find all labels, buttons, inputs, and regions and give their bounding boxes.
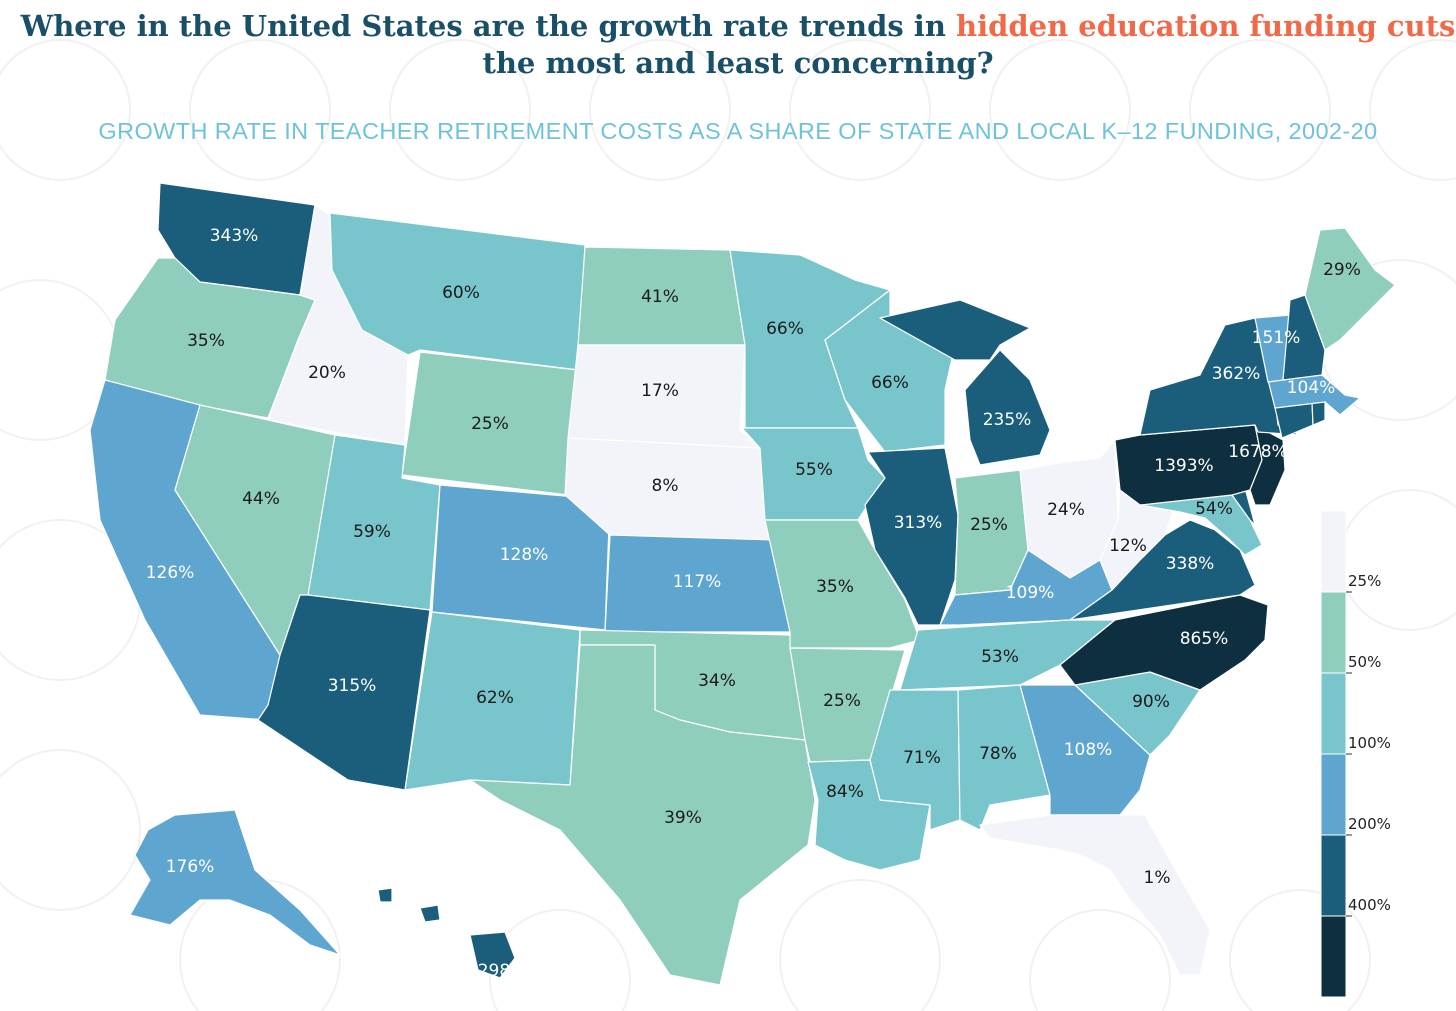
state-label-nj: 1678%: [1228, 442, 1287, 462]
state-label-mt: 60%: [442, 283, 480, 303]
state-label-al: 78%: [979, 744, 1017, 764]
state-label-wv: 12%: [1109, 536, 1147, 556]
state-ak[interactable]: [129, 809, 341, 956]
state-mi[interactable]: [879, 299, 1051, 466]
state-label-ga: 108%: [1064, 740, 1113, 760]
state-label-ut: 59%: [353, 522, 391, 542]
state-label-ak: 176%: [166, 857, 215, 877]
chart-title: Where in the United States are the growt…: [0, 8, 1456, 82]
state-sd[interactable]: [567, 344, 761, 449]
state-nj[interactable]: [1249, 424, 1286, 506]
state-label-co: 128%: [500, 545, 549, 565]
state-label-hi: 298%: [478, 961, 527, 981]
state-label-ms: 71%: [903, 748, 941, 768]
state-label-fl: 1%: [1144, 868, 1171, 888]
state-label-sc: 90%: [1132, 692, 1170, 712]
state-label-wy: 25%: [471, 414, 509, 434]
state-label-va: 338%: [1166, 554, 1215, 574]
state-label-wa: 343%: [210, 226, 259, 246]
state-label-ar: 25%: [823, 691, 861, 711]
state-label-ks: 117%: [673, 572, 722, 592]
state-label-or: 35%: [187, 331, 225, 351]
state-label-tn: 53%: [981, 647, 1019, 667]
state-label-nv: 44%: [242, 489, 280, 509]
title-text: Where in the United States are the growt…: [20, 9, 957, 43]
state-tx[interactable]: [469, 644, 816, 986]
state-ky[interactable]: [939, 549, 1113, 626]
state-label-ny: 362%: [1212, 364, 1261, 384]
state-label-md: 54%: [1195, 499, 1233, 519]
state-fl[interactable]: [979, 814, 1211, 976]
state-label-sd: 17%: [641, 381, 679, 401]
state-label-nd: 41%: [641, 287, 679, 307]
state-label-az: 315%: [328, 676, 377, 696]
chart-subtitle: GROWTH RATE IN TEACHER RETIREMENT COSTS …: [98, 118, 1378, 144]
state-label-oh: 24%: [1047, 500, 1085, 520]
state-label-mn: 66%: [766, 319, 804, 339]
state-label-nm: 62%: [476, 688, 514, 708]
state-ma[interactable]: [1267, 374, 1361, 416]
state-label-ne: 8%: [652, 476, 679, 496]
state-il[interactable]: [864, 447, 959, 626]
state-label-ky: 109%: [1006, 583, 1055, 603]
state-label-nc: 865%: [1180, 629, 1229, 649]
state-label-ia: 55%: [795, 460, 833, 480]
state-label-wi: 66%: [871, 373, 909, 393]
title-line2: the most and least concerning?: [482, 46, 994, 80]
state-me[interactable]: [1304, 227, 1396, 351]
title-highlight: hidden education funding cuts: [956, 9, 1456, 43]
state-label-me: 29%: [1323, 260, 1361, 280]
state-label-mi: 235%: [983, 410, 1032, 430]
state-label-tx: 39%: [664, 808, 702, 828]
state-label-ok: 34%: [698, 671, 736, 691]
state-label-ca: 126%: [146, 563, 195, 583]
state-label-vt: 151%: [1252, 328, 1301, 348]
state-hi[interactable]: [377, 887, 516, 979]
state-label-id: 20%: [308, 363, 346, 383]
state-az[interactable]: [257, 594, 431, 791]
state-label-ma: 104%: [1287, 378, 1336, 398]
state-nc[interactable]: [1059, 594, 1269, 691]
state-label-la: 84%: [826, 782, 864, 802]
state-label-pa: 1393%: [1154, 456, 1213, 476]
state-wi[interactable]: [824, 289, 956, 453]
state-nh[interactable]: [1282, 294, 1326, 381]
state-label-mo: 35%: [816, 577, 854, 597]
state-label-il: 313%: [894, 513, 943, 533]
state-label-in: 25%: [970, 515, 1008, 535]
